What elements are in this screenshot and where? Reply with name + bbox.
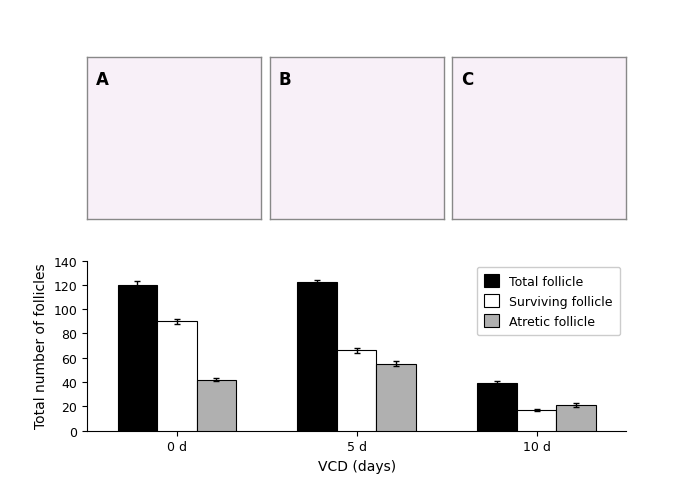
Bar bbox=[377, 364, 416, 431]
Text: A: A bbox=[96, 71, 109, 89]
Bar bbox=[477, 383, 516, 431]
Legend: Total follicle, Surviving follicle, Atretic follicle: Total follicle, Surviving follicle, Atre… bbox=[477, 267, 620, 335]
Bar bbox=[516, 410, 556, 431]
Bar bbox=[197, 380, 236, 431]
Bar bbox=[556, 405, 596, 431]
X-axis label: VCD (days): VCD (days) bbox=[317, 459, 396, 473]
Text: C: C bbox=[461, 71, 473, 89]
Bar bbox=[157, 322, 197, 431]
Text: B: B bbox=[278, 71, 291, 89]
Y-axis label: Total number of follicles: Total number of follicles bbox=[34, 263, 48, 428]
Bar bbox=[118, 286, 157, 431]
Bar bbox=[297, 283, 337, 431]
Bar bbox=[337, 351, 377, 431]
